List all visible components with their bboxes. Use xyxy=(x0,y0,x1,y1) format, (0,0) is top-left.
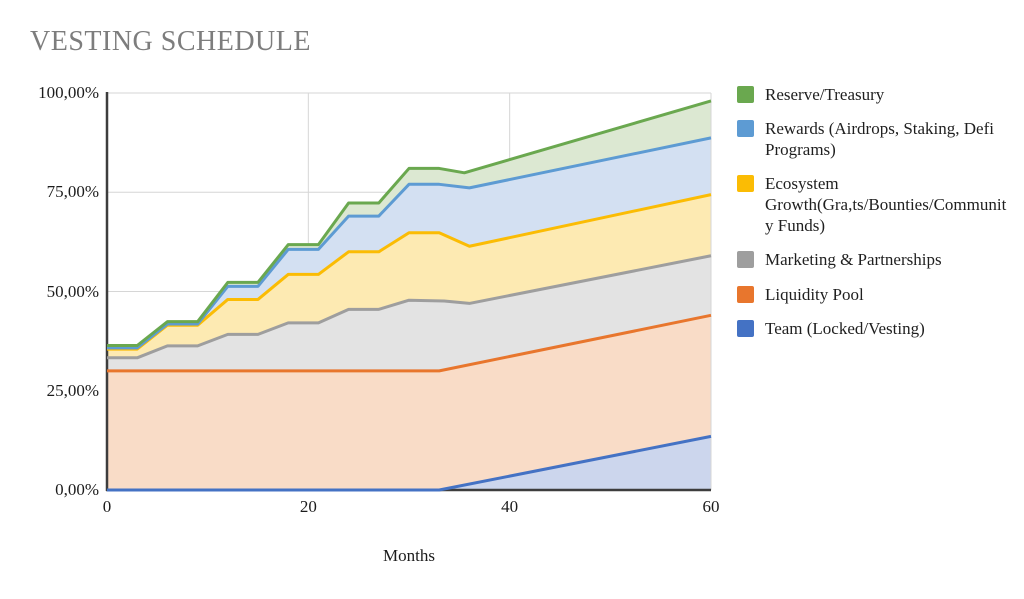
x-axis-tick-label: 40 xyxy=(501,497,519,516)
area-marketing xyxy=(107,255,711,371)
legend-item-team: Team (Locked/Vesting) xyxy=(737,318,1009,339)
area-ecosystem xyxy=(107,194,711,358)
y-axis-tick-label: 100,00% xyxy=(38,83,99,102)
legend-swatch-reserve xyxy=(737,86,754,103)
legend-swatch-team xyxy=(737,319,754,337)
legend-item-liquidity: Liquidity Pool xyxy=(737,284,1009,305)
y-axis-tick-label: 50,00% xyxy=(46,281,99,301)
y-axis-tick-label: 25,00% xyxy=(46,380,99,400)
legend-label-ecosystem: Ecosystem Growth(Gra,ts/Bounties/Communi… xyxy=(765,174,1007,236)
line-reserve xyxy=(107,99,712,347)
legend-item-marketing: Marketing & Partnerships xyxy=(737,249,1009,270)
y-axis-tick-label: 0,00% xyxy=(55,480,99,499)
line-team xyxy=(107,434,712,492)
legend-swatch-liquidity xyxy=(737,285,754,303)
legend-item-rewards: Rewards (Airdrops, Staking, Defi Program… xyxy=(737,118,1009,160)
line-marketing xyxy=(107,254,712,360)
area-rewards xyxy=(107,137,711,350)
x-axis-tick-label: 20 xyxy=(299,497,317,516)
legend-swatch-ecosystem xyxy=(737,175,754,193)
x-axis-title: Months xyxy=(383,546,435,565)
legend: Reserve/Treasury Rewards (Airdrops, Staki… xyxy=(737,84,1009,339)
legend-item-ecosystem: Ecosystem Growth(Gra,ts/Bounties/Communi… xyxy=(737,173,1009,236)
chart-title: VESTING SCHEDULE xyxy=(30,26,311,57)
legend-swatch-rewards xyxy=(737,120,754,138)
legend-item-reserve: Reserve/Treasury xyxy=(737,84,1009,105)
legend-label-reserve: Reserve/Treasury xyxy=(765,85,885,104)
line-rewards xyxy=(107,136,712,350)
y-axis-tick-label: 75,00% xyxy=(46,182,99,202)
legend-label-rewards: Rewards (Airdrops, Staking, Defi Program… xyxy=(765,119,994,160)
area-liquidity xyxy=(107,315,711,490)
x-axis-tick-label: 60 xyxy=(702,497,720,516)
legend-label-team: Team (Locked/Vesting) xyxy=(765,318,925,338)
area-team xyxy=(107,436,711,490)
legend-label-marketing: Marketing & Partnerships xyxy=(765,250,942,270)
legend-label-liquidity: Liquidity Pool xyxy=(765,284,864,304)
x-axis-tick-label: 0 xyxy=(102,497,112,516)
line-liquidity xyxy=(107,313,712,373)
legend-swatch-marketing xyxy=(737,251,754,269)
